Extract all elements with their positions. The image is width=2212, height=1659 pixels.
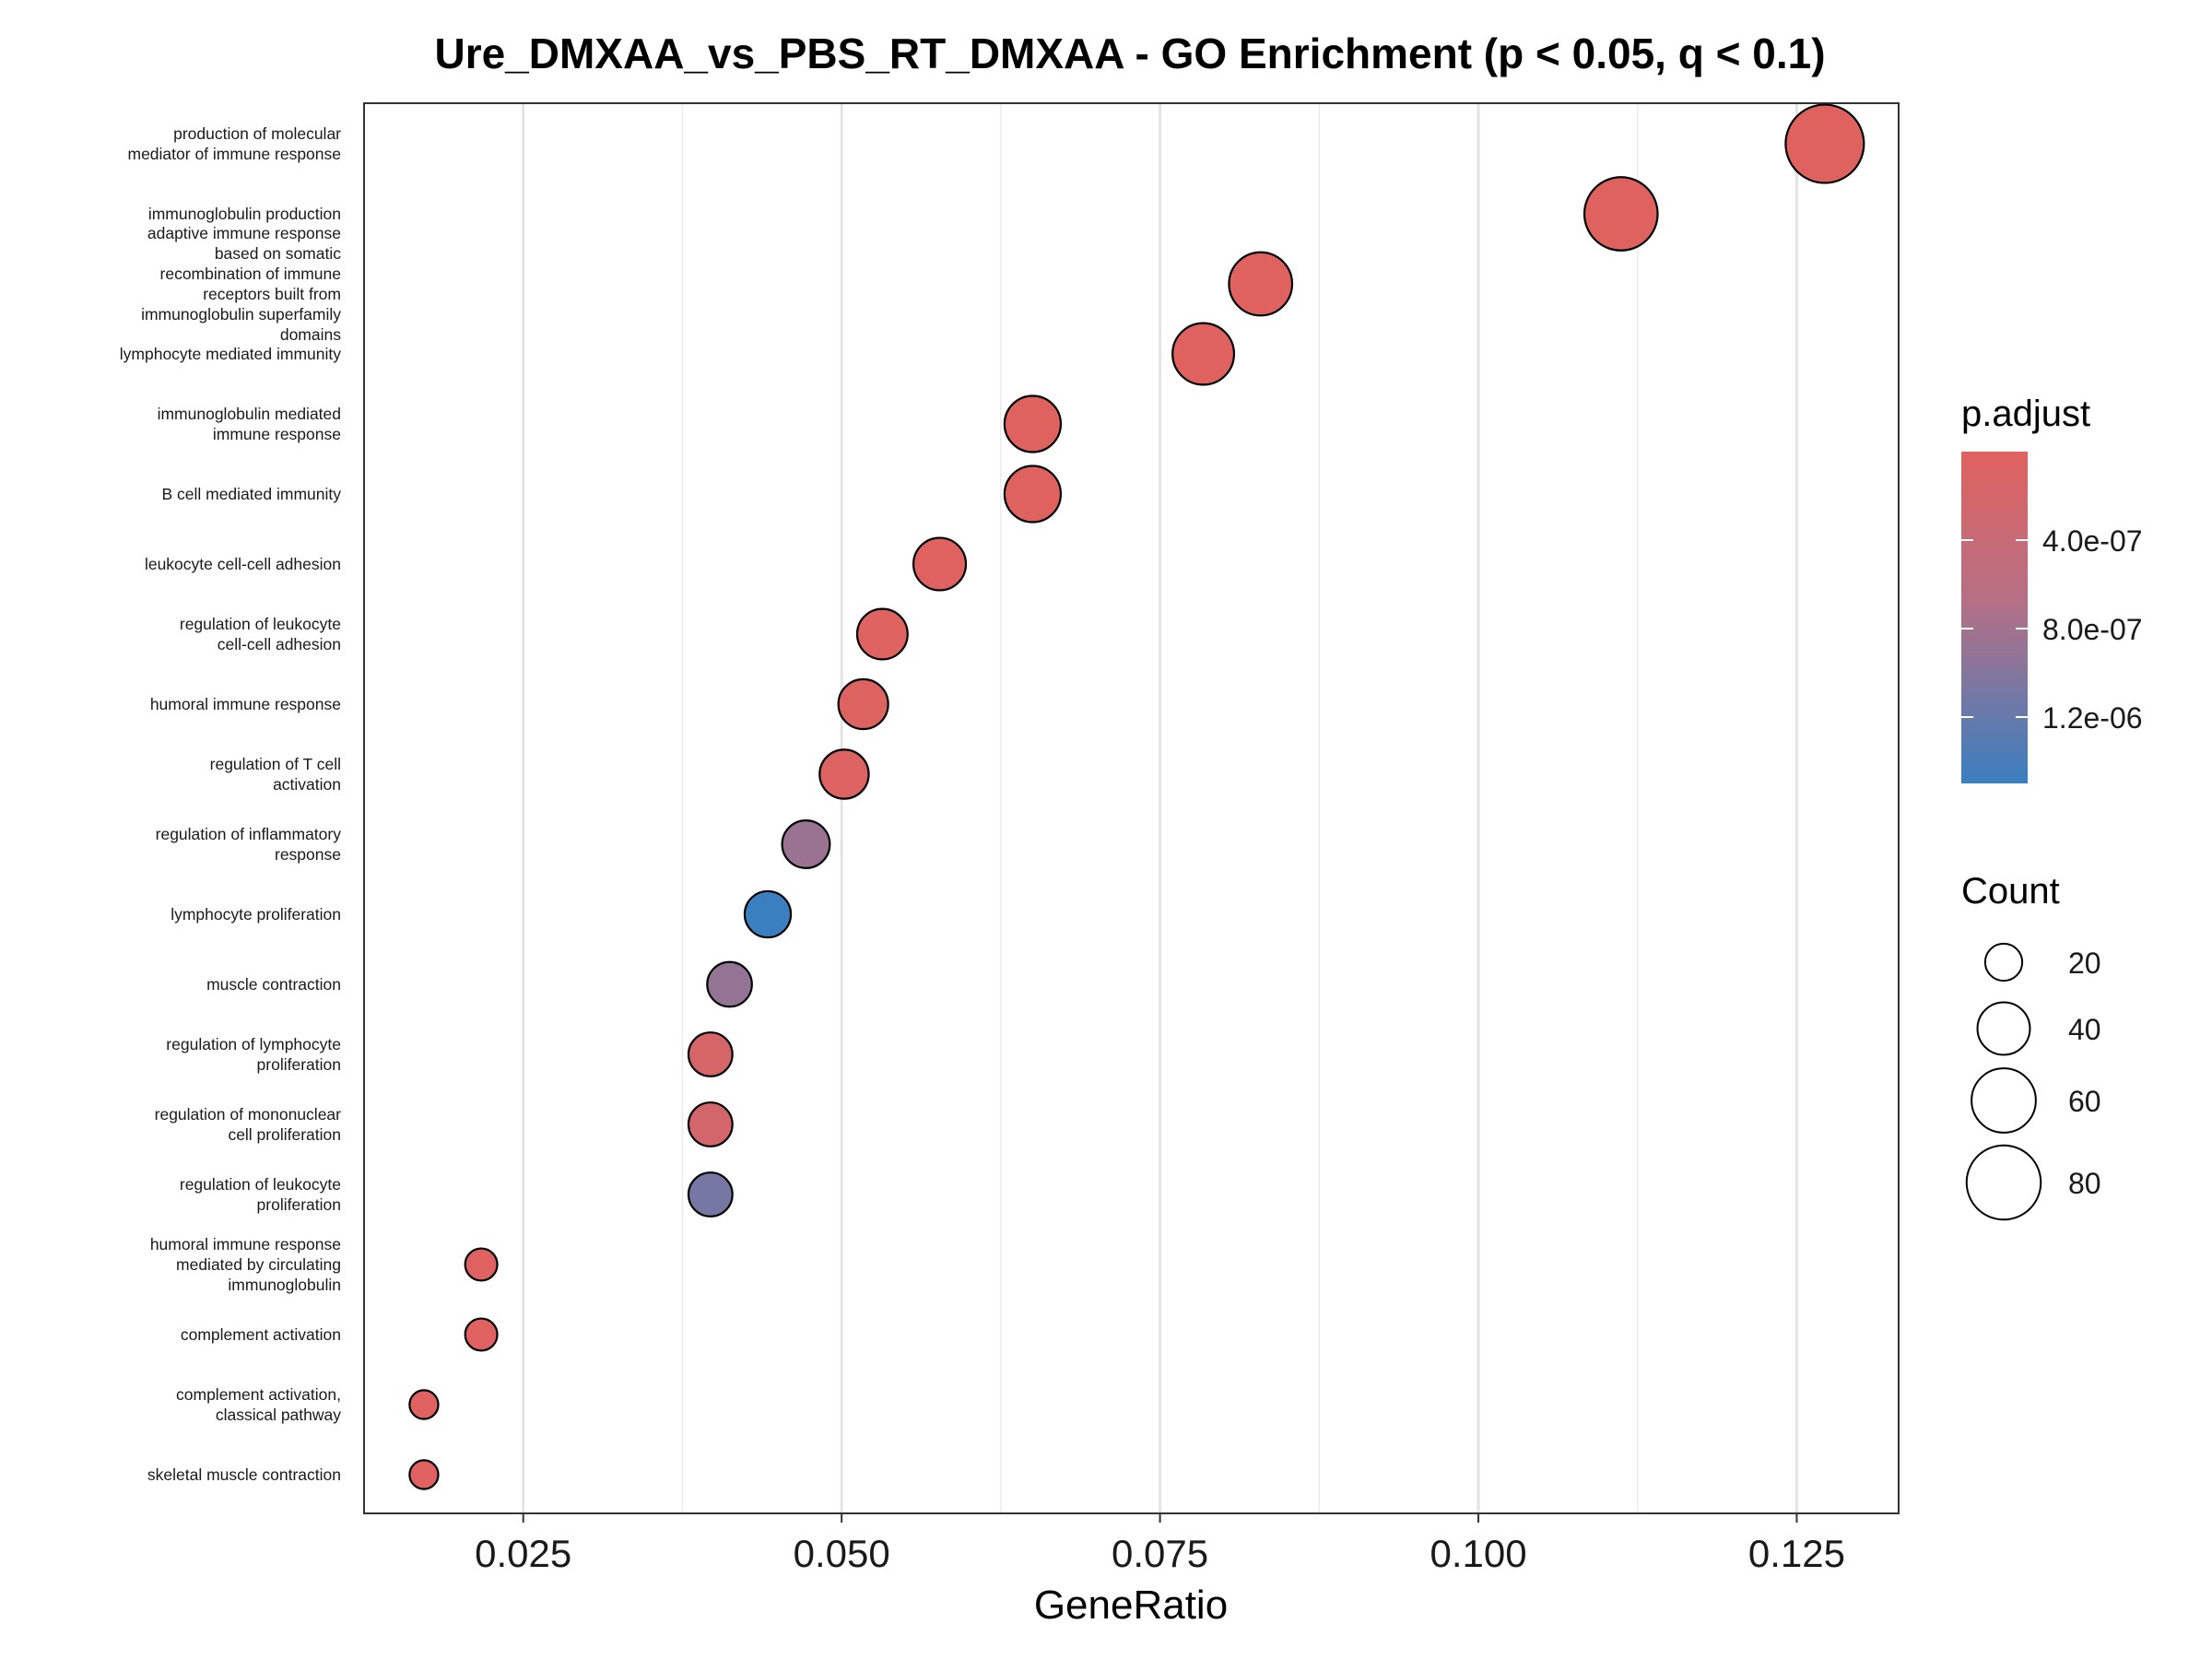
data-point xyxy=(818,748,870,800)
y-tick-label: complement activation, classical pathway xyxy=(176,1385,341,1424)
size-legend-key xyxy=(1976,1001,2031,1056)
size-legend-title: Count xyxy=(1961,871,2060,912)
data-point xyxy=(837,677,889,731)
y-tick-label: immunoglobulin mediated immune response xyxy=(158,405,341,443)
data-point xyxy=(408,1389,440,1420)
plot-panel-border xyxy=(363,102,1900,1514)
data-point xyxy=(687,1171,734,1218)
y-tick-label: regulation of mononuclear cell proliferat… xyxy=(155,1105,342,1144)
y-tick-label: humoral immune response xyxy=(150,695,341,713)
data-point xyxy=(464,1247,499,1282)
data-point xyxy=(1228,251,1294,317)
size-legend-key xyxy=(1965,1144,2042,1221)
data-point xyxy=(1003,394,1063,453)
size-legend-label: 40 xyxy=(2068,1013,2101,1046)
color-legend-label: 1.2e-06 xyxy=(2042,701,2143,735)
data-point xyxy=(408,1459,440,1490)
size-legend-key xyxy=(1971,1067,2037,1134)
y-axis-labels: production of molecular mediator of immun… xyxy=(120,124,341,1484)
y-tick-label: humoral immune response mediated by circu… xyxy=(150,1235,341,1294)
color-legend-bar xyxy=(1961,452,2028,783)
color-legend-label: 4.0e-07 xyxy=(2042,524,2143,558)
x-tick-label: 0.050 xyxy=(794,1532,890,1575)
color-legend: p.adjust 4.0e-07 8.0e-07 1.2e-06 xyxy=(1961,394,2143,783)
data-point xyxy=(706,960,753,1008)
data-point xyxy=(855,607,909,661)
data-point xyxy=(912,536,968,592)
data-point xyxy=(1784,103,1865,184)
y-tick-label: skeletal muscle contraction xyxy=(147,1465,341,1484)
x-tick-label: 0.125 xyxy=(1748,1532,1845,1575)
y-tick-label: regulation of T cell activation xyxy=(210,755,341,794)
size-legend: Count 20 40 60 80 xyxy=(1961,871,2101,1221)
color-legend-title: p.adjust xyxy=(1961,394,2090,434)
y-tick-label: immunoglobulin production xyxy=(148,205,341,223)
size-legend-label: 60 xyxy=(2068,1085,2101,1118)
x-tick-label: 0.025 xyxy=(475,1532,571,1575)
grid-lines xyxy=(363,103,1798,1513)
data-point xyxy=(1171,322,1236,386)
x-axis-title: GeneRatio xyxy=(1034,1583,1228,1628)
data-point xyxy=(464,1317,499,1352)
y-tick-label: muscle contraction xyxy=(206,975,341,994)
data-point xyxy=(687,1031,734,1077)
x-tick-label: 0.075 xyxy=(1112,1532,1208,1575)
y-tick-label: regulation of lymphocyte proliferation xyxy=(166,1035,341,1074)
y-tick-label: lymphocyte proliferation xyxy=(171,905,341,924)
size-legend-label: 80 xyxy=(2068,1167,2101,1200)
y-tick-label: complement activation xyxy=(181,1325,341,1344)
size-legend-label: 20 xyxy=(2068,947,2101,980)
color-legend-label: 8.0e-07 xyxy=(2042,613,2143,646)
y-tick-label: adaptive immune response based on somatic… xyxy=(141,224,341,344)
data-point xyxy=(687,1101,734,1147)
data-point xyxy=(781,819,831,869)
data-point xyxy=(1583,176,1659,252)
y-tick-label: leukocyte cell-cell adhesion xyxy=(145,555,341,573)
chart-title: Ure_DMXAA_vs_PBS_RT_DMXAA - GO Enrichmen… xyxy=(434,29,1825,77)
x-axis-ticks: 0.025 0.050 0.075 0.100 0.125 xyxy=(475,1513,1845,1575)
y-tick-label: B cell mediated immunity xyxy=(161,485,341,503)
data-points xyxy=(408,103,1865,1490)
data-point xyxy=(1003,465,1063,524)
y-tick-label: regulation of leukocyte cell-cell adhesio… xyxy=(180,615,341,653)
color-legend-ticks: 4.0e-07 8.0e-07 1.2e-06 xyxy=(1961,524,2143,735)
data-point xyxy=(743,889,793,939)
y-tick-label: production of molecular mediator of immun… xyxy=(128,124,342,163)
y-tick-label: regulation of leukocyte proliferation xyxy=(180,1175,341,1214)
size-legend-entries: 20 40 60 80 xyxy=(1965,942,2101,1221)
y-tick-label: lymphocyte mediated immunity xyxy=(120,345,341,363)
x-tick-label: 0.100 xyxy=(1430,1532,1526,1575)
y-tick-label: regulation of inflammatory response xyxy=(156,825,342,864)
size-legend-key xyxy=(1983,942,2024,982)
